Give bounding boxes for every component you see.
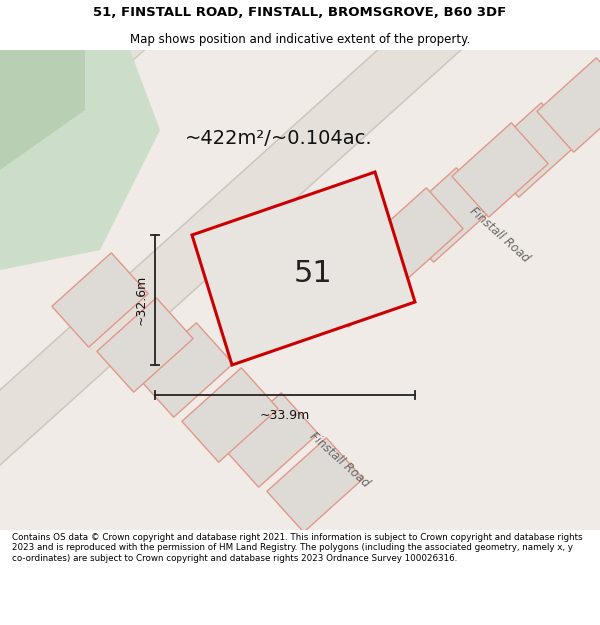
Polygon shape: [0, 0, 600, 465]
Polygon shape: [182, 368, 278, 462]
Polygon shape: [97, 298, 193, 392]
Text: Finstall Road: Finstall Road: [307, 430, 373, 490]
Polygon shape: [567, 38, 600, 132]
Polygon shape: [222, 392, 318, 488]
Text: ~33.9m: ~33.9m: [260, 409, 310, 422]
Polygon shape: [367, 188, 463, 282]
Polygon shape: [192, 172, 415, 365]
Polygon shape: [537, 58, 600, 152]
Text: ~422m²/~0.104ac.: ~422m²/~0.104ac.: [185, 129, 373, 148]
Text: ~32.6m: ~32.6m: [134, 275, 148, 325]
Polygon shape: [452, 122, 548, 218]
Text: Finstall Road: Finstall Road: [467, 205, 533, 265]
Polygon shape: [137, 322, 233, 418]
Text: Contains OS data © Crown copyright and database right 2021. This information is : Contains OS data © Crown copyright and d…: [12, 533, 583, 562]
Text: 51, FINSTALL ROAD, FINSTALL, BROMSGROVE, B60 3DF: 51, FINSTALL ROAD, FINSTALL, BROMSGROVE,…: [94, 6, 506, 19]
Polygon shape: [267, 438, 363, 532]
Polygon shape: [482, 102, 578, 198]
Polygon shape: [397, 168, 493, 262]
Text: 51: 51: [294, 259, 333, 288]
Polygon shape: [312, 232, 408, 328]
Polygon shape: [0, 50, 160, 270]
Polygon shape: [0, 0, 250, 180]
Polygon shape: [52, 253, 148, 348]
Polygon shape: [0, 50, 85, 170]
Text: Map shows position and indicative extent of the property.: Map shows position and indicative extent…: [130, 32, 470, 46]
